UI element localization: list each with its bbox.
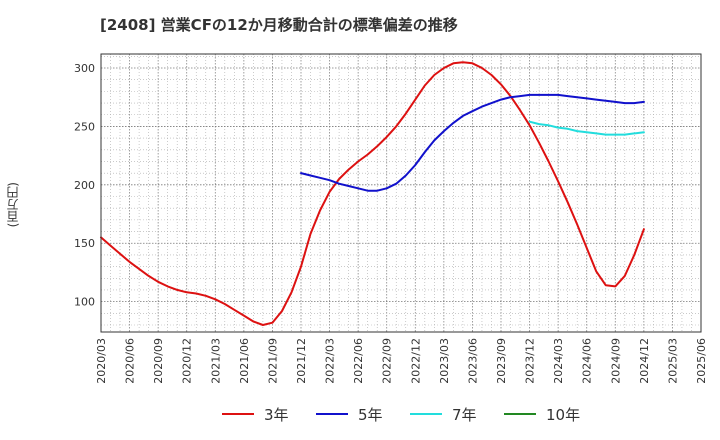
y-tick-label: 300 — [74, 62, 95, 75]
x-tick-label: 2025/06 — [695, 338, 708, 384]
plot-area-border — [100, 53, 702, 333]
x-tick-label: 2020/12 — [181, 338, 194, 384]
x-tick-label: 2022/12 — [409, 338, 422, 384]
legend-item-2: 7年 — [410, 402, 477, 426]
legend-label-1: 5年 — [358, 405, 383, 424]
x-tick-label: 2023/06 — [466, 338, 479, 384]
x-tick-label: 2022/03 — [324, 338, 337, 384]
x-tick-label: 2021/12 — [295, 338, 308, 384]
x-tick-label: 2024/09 — [609, 338, 622, 384]
legend-swatch-1 — [316, 413, 348, 415]
line-chart: 100 150 200 250 300 2020/03 2020/06 2020/09 2020… — [74, 53, 708, 384]
legend-item-3: 10年 — [504, 402, 580, 426]
legend-item-0: 3年 — [222, 402, 289, 426]
y-tick-label: 250 — [74, 120, 95, 133]
legend-swatch-0 — [222, 413, 254, 415]
x-tick-label: 2021/06 — [238, 338, 251, 384]
x-tick-label: 2023/03 — [438, 338, 451, 384]
series-line-0 — [100, 61, 645, 326]
legend-swatch-3 — [504, 413, 536, 415]
x-tick-label: 2020/03 — [95, 338, 108, 384]
y-tick-label: 150 — [74, 237, 95, 250]
chart-title: [2408] 営業CFの12か月移動合計の標準偏差の推移 — [100, 16, 458, 34]
y-tick-label: 100 — [74, 296, 95, 309]
legend-label-2: 7年 — [452, 405, 477, 424]
x-tick-label: 2023/09 — [495, 338, 508, 384]
plot-area-background — [101, 54, 701, 332]
y-tick-label: 200 — [74, 179, 95, 192]
x-tick-label: 2024/12 — [638, 338, 651, 384]
x-tick-label: 2021/09 — [266, 338, 279, 384]
x-tick-label: 2020/09 — [152, 338, 165, 384]
x-tick-label: 2023/12 — [524, 338, 537, 384]
legend-label-3: 10年 — [546, 405, 581, 424]
x-tick-label: 2022/06 — [352, 338, 365, 384]
x-tick-label: 2020/06 — [124, 338, 137, 384]
legend-swatch-2 — [410, 413, 442, 415]
x-tick-label: 2024/03 — [552, 338, 565, 384]
legend-item-1: 5年 — [316, 402, 383, 426]
series-line-2 — [528, 120, 645, 136]
x-tick-label: 2025/03 — [666, 338, 679, 384]
legend-label-0: 3年 — [264, 405, 289, 424]
x-tick-label: 2024/06 — [581, 338, 594, 384]
x-tick-label: 2021/03 — [209, 338, 222, 384]
grid-lines — [100, 54, 702, 332]
tick-labels: 100 150 200 250 300 2020/03 2020/06 2020/09 2020… — [74, 62, 708, 384]
legend: 3年 5年 7年 10年 — [0, 402, 720, 426]
series-lines — [100, 61, 645, 326]
x-tick-label: 2022/09 — [381, 338, 394, 384]
series-line-1 — [300, 93, 645, 192]
